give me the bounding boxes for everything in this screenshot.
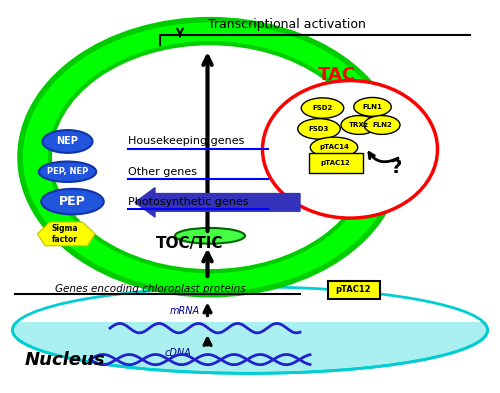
Circle shape [262, 81, 438, 218]
FancyArrow shape [135, 188, 300, 217]
Text: FSD2: FSD2 [312, 105, 332, 111]
Text: TRXz: TRXz [349, 122, 369, 128]
Ellipse shape [301, 98, 344, 118]
Ellipse shape [175, 228, 245, 244]
Text: cDNA: cDNA [164, 348, 191, 358]
Text: PEP, NEP: PEP, NEP [47, 167, 88, 176]
Text: PEP: PEP [59, 195, 86, 208]
Ellipse shape [39, 162, 96, 182]
Ellipse shape [298, 119, 340, 139]
Text: mRNA: mRNA [170, 307, 200, 316]
Ellipse shape [354, 97, 391, 116]
Text: Genes encoding chloroplast proteins: Genes encoding chloroplast proteins [54, 284, 246, 294]
Text: Other genes: Other genes [128, 167, 196, 177]
Ellipse shape [341, 116, 377, 134]
Text: Housekeeping genes: Housekeeping genes [128, 136, 244, 147]
FancyBboxPatch shape [328, 281, 380, 299]
Text: Photosynthetic genes: Photosynthetic genes [128, 196, 248, 207]
Text: FLN2: FLN2 [372, 122, 392, 128]
FancyBboxPatch shape [10, 263, 490, 322]
Polygon shape [38, 222, 95, 246]
Ellipse shape [310, 137, 358, 158]
Text: FLN1: FLN1 [362, 104, 382, 110]
Text: Nucleus: Nucleus [25, 351, 105, 369]
Text: Sigma
factor: Sigma factor [52, 224, 78, 244]
Ellipse shape [41, 189, 104, 215]
Text: TOC/TIC: TOC/TIC [156, 236, 224, 251]
Text: Transcriptional activation: Transcriptional activation [208, 18, 366, 31]
Ellipse shape [50, 43, 370, 271]
Text: pTAC12: pTAC12 [320, 160, 350, 166]
Text: NEP: NEP [56, 136, 78, 147]
Ellipse shape [20, 20, 400, 295]
Text: FSD3: FSD3 [309, 126, 329, 132]
FancyBboxPatch shape [308, 153, 362, 173]
Ellipse shape [12, 287, 488, 373]
Text: pTAC14: pTAC14 [319, 144, 349, 151]
Text: pTAC12: pTAC12 [336, 285, 372, 294]
Text: TAC: TAC [318, 66, 356, 84]
Text: ?: ? [391, 158, 402, 177]
Ellipse shape [42, 130, 92, 153]
Ellipse shape [364, 116, 400, 134]
